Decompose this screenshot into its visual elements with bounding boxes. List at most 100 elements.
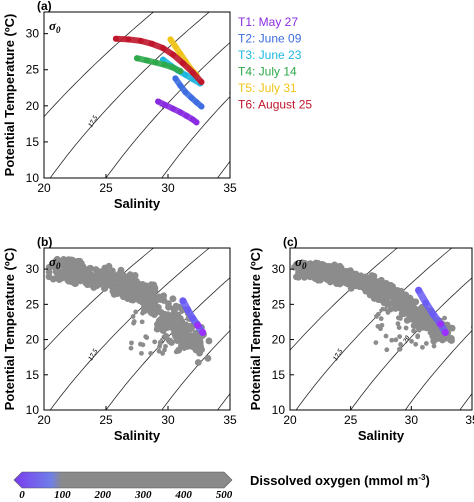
cloud-point xyxy=(105,279,113,287)
cloud-point xyxy=(83,278,90,286)
cloud-point xyxy=(149,300,157,308)
isopycnal-label: 17.5 xyxy=(331,347,344,362)
data-point xyxy=(112,35,119,42)
cloud-point xyxy=(165,338,171,344)
cloud-point xyxy=(123,284,131,291)
colorbar-label-exponent: -3 xyxy=(418,473,426,482)
low-oxygen-point xyxy=(441,329,449,337)
cloud-point xyxy=(128,345,134,351)
y-tick-label: 15 xyxy=(26,135,40,149)
cloud-point xyxy=(165,311,171,317)
isopycnal-label: 20 xyxy=(157,334,168,345)
cloud-point xyxy=(129,340,134,346)
cloud-point xyxy=(55,267,63,275)
y-axis-label: Potential Temperature (ºC) xyxy=(2,14,17,177)
cloud-point xyxy=(379,322,385,328)
cloud-point xyxy=(163,343,168,349)
cloud-point xyxy=(447,334,455,342)
low-oxygen-point xyxy=(179,297,187,305)
cloud-point xyxy=(395,321,401,327)
cloud-point xyxy=(396,325,402,330)
y-tick-label: 25 xyxy=(26,63,40,77)
cloud-point xyxy=(180,333,186,339)
panel-label: (a) xyxy=(37,0,52,13)
colorbar-tick: 500 xyxy=(216,489,233,501)
data-point xyxy=(189,69,196,76)
y-tick-label: 15 xyxy=(26,368,40,382)
cloud-point xyxy=(420,344,425,350)
cloud-point xyxy=(131,319,137,324)
cloud-point xyxy=(130,314,136,319)
cloud-point xyxy=(411,328,416,334)
cloud-point xyxy=(316,275,323,283)
observation-cloud xyxy=(291,259,456,353)
cloud-point xyxy=(194,359,202,366)
cloud-point xyxy=(173,333,179,339)
cloud-point xyxy=(301,259,309,267)
data-point xyxy=(134,55,140,62)
y-tick-label: 15 xyxy=(272,368,286,382)
legend-entry: T5: July 31 xyxy=(238,81,297,95)
colorbar: 0 100 200 300 400 500 Dissolved oxygen (mmol m… xyxy=(13,471,430,501)
cloud-point xyxy=(442,315,447,321)
cloud-point xyxy=(141,296,149,304)
x-tick-label: 35 xyxy=(465,413,474,427)
cloud-point xyxy=(448,324,456,332)
colorbar-label-close: ) xyxy=(425,473,429,488)
cloud-point xyxy=(374,287,382,295)
low-oxygen-point xyxy=(429,310,437,318)
legend: T1: May 27 T2: June 09 T3: June 23 T4: July… xyxy=(238,15,312,112)
cloud-point xyxy=(179,309,185,315)
cloud-point xyxy=(175,303,183,311)
y-tick-label: 25 xyxy=(26,297,40,311)
x-tick-label: 35 xyxy=(223,413,237,427)
cloud-point xyxy=(427,328,433,334)
isopycnal-line xyxy=(49,248,210,410)
legend-entry: T4: July 14 xyxy=(238,65,297,79)
isopycnal-line xyxy=(44,248,155,351)
cloud-point xyxy=(195,336,201,341)
data-point xyxy=(177,109,184,116)
cloud-point xyxy=(121,293,128,300)
cloud-point xyxy=(109,287,117,295)
cloud-point xyxy=(299,265,306,273)
data-point xyxy=(125,36,132,43)
isopycnal-label: 17.5 xyxy=(86,347,99,362)
data-point xyxy=(167,36,174,43)
low-oxygen-point xyxy=(189,314,197,322)
data-point xyxy=(193,119,200,126)
y-tick-label: 20 xyxy=(272,333,286,347)
data-point xyxy=(179,60,186,67)
cloud-point xyxy=(375,311,381,317)
y-tick-label: 10 xyxy=(272,403,286,417)
cloud-point xyxy=(187,324,194,332)
cloud-point xyxy=(92,266,100,273)
low-oxygen-point xyxy=(422,299,430,307)
isopycnal-line xyxy=(49,12,210,178)
isopycnal-line xyxy=(290,248,398,351)
cloud-point xyxy=(191,345,197,351)
cloud-point xyxy=(431,343,437,349)
cloud-point xyxy=(148,309,154,315)
sigma-label: σ0 xyxy=(49,18,61,35)
cloud-point xyxy=(160,328,166,333)
y-tick-label: 20 xyxy=(26,99,40,113)
cloud-point xyxy=(204,354,212,362)
cloud-point xyxy=(139,319,145,325)
cloud-point xyxy=(160,351,166,356)
data-point xyxy=(172,75,179,82)
x-axis-label: Salinity xyxy=(114,428,161,443)
x-tick-label: 30 xyxy=(405,413,419,427)
cloud-point xyxy=(383,333,389,339)
x-tick-label: 25 xyxy=(99,181,113,195)
isopycnal-line xyxy=(161,96,230,178)
cloud-point xyxy=(130,277,138,285)
cloud-point xyxy=(164,300,172,308)
cloud-point xyxy=(148,350,154,356)
cloud-point xyxy=(383,284,391,291)
x-tick-label: 25 xyxy=(344,413,358,427)
panel-a: 1517.52022.525202530351015202530Salinity… xyxy=(2,0,312,211)
cloud-point xyxy=(326,278,334,286)
y-tick-label: 30 xyxy=(26,262,40,276)
